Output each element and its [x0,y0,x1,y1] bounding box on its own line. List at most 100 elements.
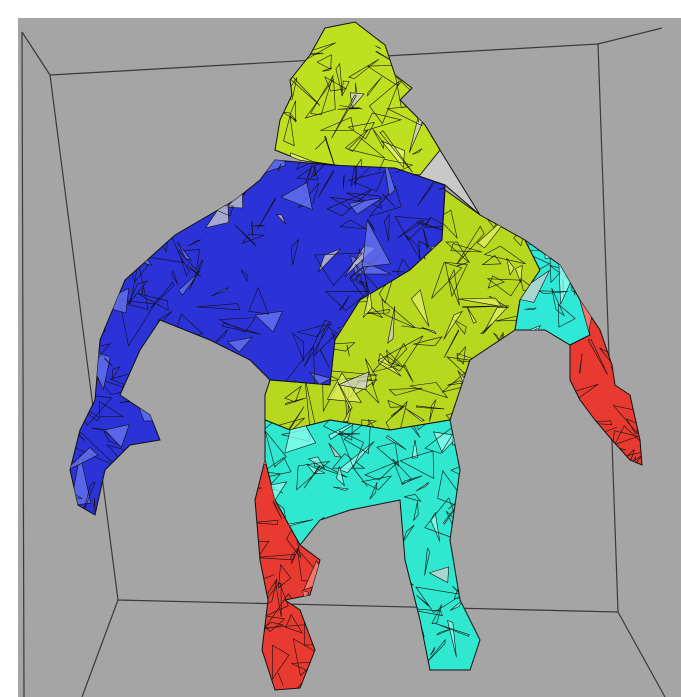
mesh-triangle [323,420,354,441]
mesh-triangle [70,454,92,506]
mesh-triangle [456,225,485,265]
mesh-triangle [104,424,130,448]
mesh-triangle [318,248,342,273]
box-edge [617,611,666,697]
mesh-triangle [443,329,460,358]
mesh-triangle [347,58,380,80]
mesh-triangle [303,319,332,368]
mesh-triangle [462,305,510,308]
mesh-triangle [488,295,510,309]
mesh-triangle [330,197,365,210]
mesh-triangle [284,406,305,430]
mesh-triangle [579,353,583,374]
mesh-triangle [248,286,269,315]
mesh-triangle [176,241,192,262]
mesh-triangle [601,426,618,434]
mesh-triangle [304,78,336,119]
mesh-triangle [506,258,515,276]
mesh-triangle [265,469,281,493]
mesh-triangle [391,342,408,366]
mesh-triangle [315,137,328,150]
mesh-triangle [383,213,390,242]
mesh-triangle [409,382,449,399]
mesh-triangle [342,406,352,422]
mesh-triangle [272,500,283,520]
mesh-triangle [283,116,295,147]
mesh-triangle [303,617,320,646]
mesh-triangle [411,439,419,459]
mesh-triangle [486,278,522,297]
mesh-triangle [275,582,282,617]
mesh-triangle [240,269,248,282]
mesh-triangle [215,329,228,343]
mesh-triangle [137,293,169,311]
mesh-triangle [355,82,358,94]
mesh-triangle [317,169,335,198]
mesh-triangle [93,498,96,513]
mesh-triangle [424,216,445,229]
mesh-triangle [322,67,333,72]
mesh-triangle [331,95,357,139]
mesh-triangle [403,364,414,383]
mesh-triangle [310,75,334,116]
mesh-triangle [70,447,99,473]
mesh-triangle [365,308,391,314]
mesh-triangle [295,165,319,181]
mesh-triangle [558,303,576,328]
mesh-triangle [104,357,113,367]
mesh-triangle [606,425,642,462]
mesh-triangle [186,264,201,277]
mesh-triangle [387,306,396,344]
mesh-triangle [265,430,287,468]
mesh-triangle [413,420,429,431]
mesh-triangle [487,275,505,289]
mesh-triangle [324,290,370,312]
mesh-triangle [456,345,466,365]
mesh-triangle [338,430,364,469]
mesh-triangle [436,628,453,636]
mesh-triangle [326,372,362,403]
mesh-triangle [371,355,401,373]
mesh-triangle [347,170,386,192]
mesh-triangle [210,287,229,297]
mesh-triangle [296,460,331,491]
mesh-triangle [353,467,368,487]
box-edge [21,31,25,697]
mesh-triangle [285,614,303,634]
mesh-triangle [429,399,437,422]
mesh-triangle [385,349,404,368]
mesh-triangle [265,420,276,433]
mesh-triangle [337,371,370,390]
mesh-triangle [338,295,350,311]
mesh-triangle [328,442,342,458]
mesh-triangle [306,463,326,475]
mesh-triangle [381,298,416,329]
mesh-triangle [421,327,437,335]
mesh-triangle [234,224,256,247]
mesh-triangle [431,604,442,624]
mesh-triangle [324,135,339,175]
mesh-triangle [129,262,149,311]
mesh-triangle [382,193,396,208]
mesh-triangle [82,481,96,513]
mesh-triangle [343,420,372,455]
mesh-triangle [398,607,443,616]
mesh-triangle [483,245,526,265]
mesh-triangle [524,307,537,310]
mesh-triangle [277,163,282,172]
mesh-triangle [272,644,290,680]
mesh-triangle [303,465,321,489]
mesh-triangle [445,241,470,264]
mesh-triangle [363,289,373,318]
mesh-triangle [364,358,377,387]
mesh-triangle [435,623,470,637]
mesh-triangle [493,332,499,341]
mesh-triangle [431,262,463,299]
mesh-triangle [379,130,413,173]
mesh-triangle [335,62,343,96]
mesh-triangle [348,197,383,215]
mesh-triangle [275,213,287,225]
mesh-triangle [368,185,402,217]
mesh-triangle [416,221,444,231]
